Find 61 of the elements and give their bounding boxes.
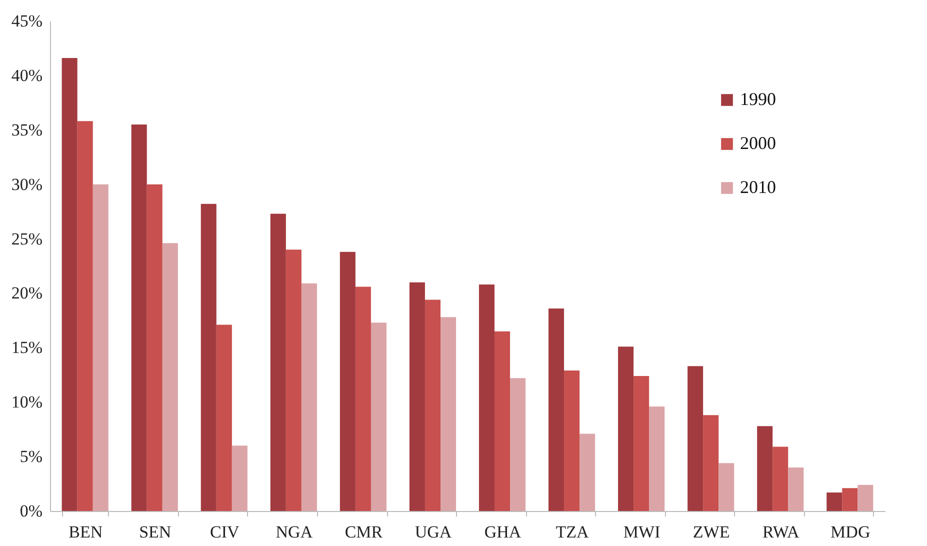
x-tick-label: TZA [556,522,590,542]
bar [286,250,302,511]
bar [216,324,232,511]
y-tick-label: 10% [11,392,42,412]
legend-label: 2000 [740,133,776,153]
bar [510,378,526,511]
bar [858,484,874,511]
x-tick-label: ZWE [692,522,730,542]
y-tick-label: 30% [11,174,42,194]
x-tick-label: UGA [414,522,452,542]
bar [478,284,494,511]
bar [355,286,371,511]
x-tick-label: MDG [830,522,870,542]
x-tick-label: GHA [484,522,522,542]
y-tick-label: 0% [20,502,42,520]
legend-label: 2010 [740,177,776,197]
bar [301,283,317,511]
y-tick-label: 35% [11,120,42,140]
x-tick-label: MWI [623,522,661,542]
legend-label: 1990 [740,89,776,109]
bar [200,204,216,511]
y-tick-label: 20% [11,284,42,303]
x-tick-label: NGA [276,522,314,542]
bar [826,492,842,511]
bar [62,58,78,511]
bar [77,121,93,511]
bar [618,346,634,511]
bar [842,488,858,511]
x-tick-label: CIV [210,522,240,542]
bar [757,426,773,511]
bar [232,446,248,511]
bar [494,331,510,511]
y-tick-label: 40% [11,66,42,85]
bar [580,434,596,511]
y-tick-label: 15% [11,338,42,358]
bar [424,300,440,511]
bar [340,252,356,511]
bar [634,376,650,511]
y-tick-label: 25% [11,229,42,248]
x-tick-label: BEN [68,522,103,542]
bar [548,308,564,511]
bar [92,184,108,511]
bar [409,282,425,511]
bar [162,243,178,511]
bar [370,322,387,511]
bar [772,446,788,511]
y-tick-label: 45% [11,12,42,30]
x-tick-label: RWA [762,522,800,542]
y-tick-label: 5% [20,447,42,466]
bar [649,406,665,511]
x-tick-label: SEN [139,522,172,542]
bar [564,370,580,511]
bar [703,415,719,511]
bar [440,317,456,511]
bar [270,214,286,511]
bar [718,463,734,511]
bar [131,124,147,511]
bar [788,467,804,511]
x-tick-label: CMR [344,522,384,542]
bar [688,366,704,511]
bar [146,184,162,511]
